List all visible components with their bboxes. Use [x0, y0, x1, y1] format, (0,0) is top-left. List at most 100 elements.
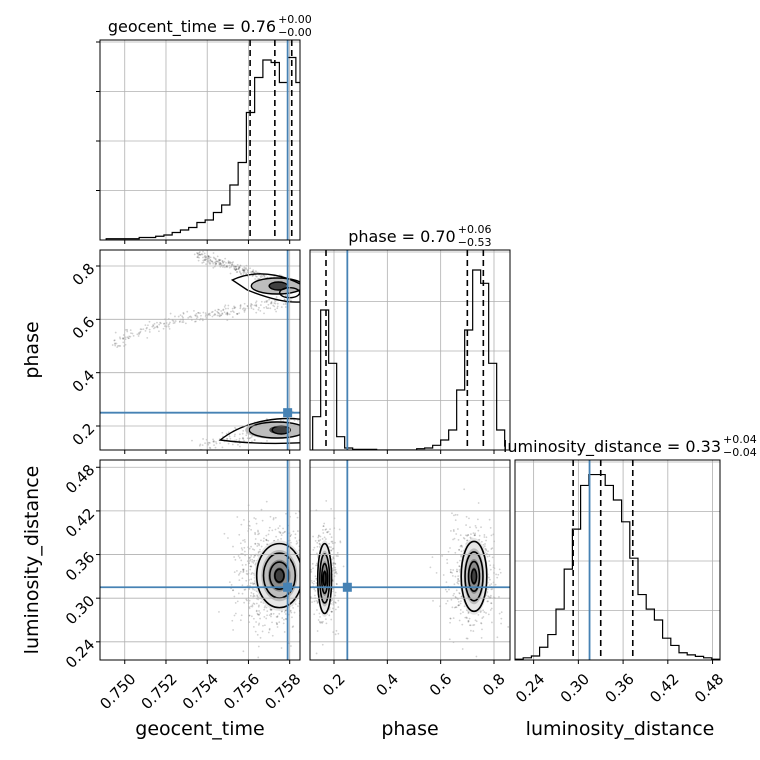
- sample-point: [204, 258, 207, 261]
- sample-point: [467, 533, 469, 536]
- sample-point: [214, 452, 216, 454]
- sample-point: [313, 546, 316, 549]
- sample-point: [258, 613, 261, 616]
- sample-point: [242, 570, 245, 572]
- sample-point: [271, 634, 274, 637]
- sample-point: [459, 534, 462, 537]
- sample-point: [199, 312, 201, 315]
- sample-point: [458, 580, 461, 582]
- sample-point: [332, 564, 334, 567]
- sample-point: [257, 605, 260, 608]
- sample-point: [249, 556, 252, 559]
- sample-point: [211, 260, 213, 263]
- sample-point: [269, 609, 272, 612]
- sample-point: [284, 617, 287, 620]
- sample-point: [256, 542, 259, 545]
- sample-point: [487, 613, 490, 616]
- sample-point: [196, 256, 199, 259]
- sample-point: [212, 256, 215, 259]
- sample-point: [233, 571, 236, 574]
- sample-point: [479, 611, 482, 614]
- sample-point: [216, 314, 219, 317]
- sample-point: [284, 530, 286, 533]
- sample-point: [254, 531, 256, 534]
- sample-point: [324, 618, 327, 621]
- sample-point: [452, 530, 455, 533]
- sample-point: [259, 275, 262, 278]
- sample-point: [458, 592, 461, 595]
- contour-line: [255, 542, 300, 609]
- sample-point: [236, 263, 239, 266]
- sample-point: [257, 598, 260, 601]
- sample-point: [472, 624, 475, 627]
- sample-point: [249, 594, 252, 597]
- sample-point: [250, 605, 252, 608]
- sample-point: [268, 529, 271, 532]
- sample-point: [132, 334, 135, 337]
- sample-point: [335, 582, 338, 585]
- sample-point: [470, 629, 472, 632]
- sample-point: [465, 524, 467, 526]
- sample-point: [232, 545, 234, 548]
- sample-point: [122, 337, 125, 339]
- sample-point: [455, 570, 458, 573]
- sample-point: [457, 575, 460, 578]
- sample-point: [489, 609, 492, 611]
- sample-point: [270, 615, 272, 618]
- sample-point: [229, 272, 232, 275]
- sample-point: [238, 579, 241, 582]
- sample-point: [322, 620, 324, 623]
- sample-point: [130, 332, 132, 335]
- sample-point: [234, 306, 237, 309]
- sample-point: [201, 253, 204, 256]
- sample-point: [314, 575, 317, 578]
- sample-point: [321, 538, 324, 540]
- sample-point: [282, 527, 284, 530]
- sample-point: [239, 619, 242, 622]
- truth-marker: [283, 408, 293, 418]
- sample-point: [205, 263, 208, 266]
- sample-point: [243, 550, 246, 553]
- sample-point: [464, 616, 467, 619]
- sample-point: [242, 650, 245, 653]
- sample-point: [277, 538, 279, 541]
- sample-point: [243, 310, 246, 313]
- sample-point: [334, 568, 337, 571]
- sample-point: [243, 309, 246, 312]
- sample-point: [331, 610, 333, 613]
- sample-point: [226, 313, 229, 316]
- sample-point: [233, 307, 236, 310]
- sample-point: [318, 542, 321, 545]
- sample-point: [220, 314, 223, 316]
- truth-marker: [342, 582, 352, 592]
- y-tick-label: 0.4: [69, 366, 99, 396]
- sample-point: [282, 532, 284, 534]
- sample-point: [227, 307, 230, 310]
- sample-point: [193, 253, 196, 256]
- sample-point: [302, 612, 304, 614]
- sample-point: [239, 306, 242, 308]
- sample-point: [254, 533, 257, 536]
- sample-point: [232, 589, 235, 592]
- sample-point: [284, 303, 287, 305]
- sample-point: [236, 270, 239, 273]
- contour-line: [230, 273, 300, 303]
- sample-point: [496, 636, 499, 639]
- sample-point: [266, 543, 269, 546]
- sample-point: [171, 319, 174, 322]
- sample-point: [234, 558, 237, 561]
- sample-point: [251, 558, 254, 561]
- sample-point: [209, 259, 212, 261]
- sample-point: [260, 274, 263, 276]
- sample-point: [233, 435, 236, 438]
- sample-point: [213, 441, 215, 443]
- sample-point: [218, 263, 221, 266]
- sample-point: [449, 571, 452, 574]
- sample-point: [319, 535, 322, 538]
- sample-point: [261, 630, 264, 633]
- sample-point: [244, 307, 247, 310]
- sample-point: [268, 614, 271, 617]
- sample-point: [253, 517, 256, 519]
- sample-point: [452, 594, 455, 597]
- sample-point: [284, 613, 287, 615]
